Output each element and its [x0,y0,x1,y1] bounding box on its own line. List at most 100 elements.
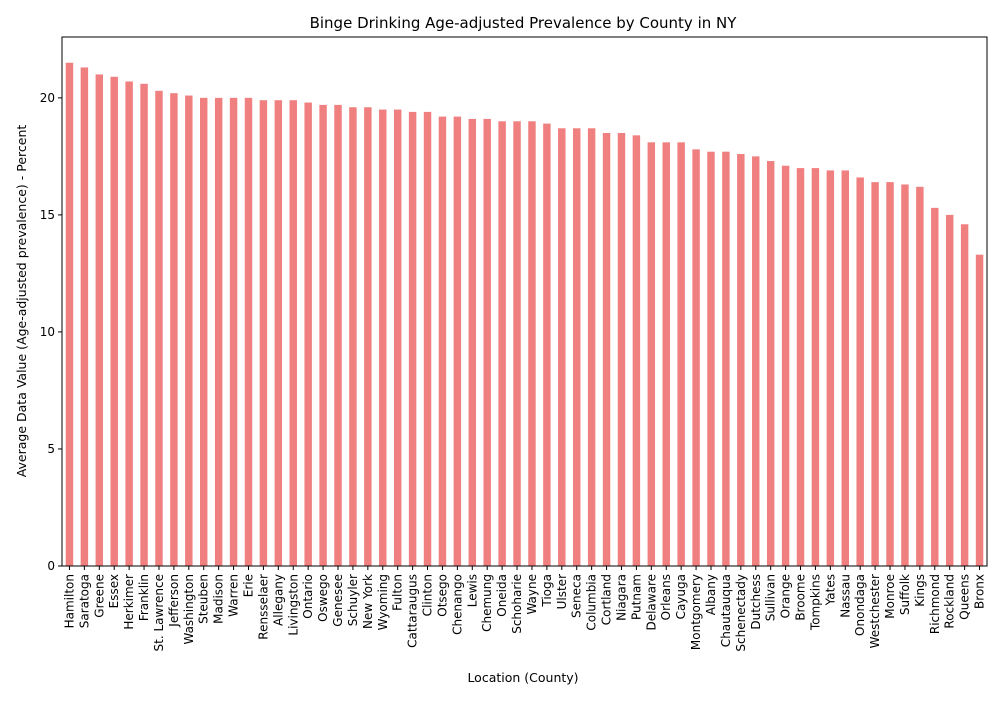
x-tick-label: Queens [958,574,972,620]
x-tick-label: Ontario [301,574,315,619]
bar-kings [916,186,924,567]
bar-st-lawrence [155,90,163,567]
x-tick-label: Ulster [555,574,569,609]
x-tick-label: Erie [241,574,255,597]
x-tick-label: Nassau [838,574,852,618]
bar-queens [960,224,969,566]
bar-schenectady [737,154,745,566]
x-tick-label: Orleans [659,574,673,620]
bar-tompkins [811,168,820,566]
y-axis: 0 5 10 15 20 [40,91,62,573]
x-tick-label: Rockland [943,574,957,629]
bar-suffolk [901,184,909,566]
x-tick-label: Steuben [197,574,211,624]
x-tick-label: Onondaga [853,574,867,636]
x-tick-label: Seneca [570,574,584,618]
x-tick-label: Franklin [137,574,151,621]
bar-broome [796,168,805,566]
bar-orange [781,165,790,566]
x-tick-label: Oswego [316,574,330,622]
bar-putnam [632,135,641,566]
bar-delaware [647,142,656,567]
x-tick-label: Allegany [271,574,285,626]
x-tick-label: Fulton [391,574,405,611]
x-tick-label: Kings [913,574,927,607]
bar-oswego [319,104,327,567]
x-tick-label: Hamilton [62,574,76,628]
x-tick-label: Livingston [286,574,300,636]
bar-onondaga [856,177,864,566]
x-tick-label: Madison [212,574,226,624]
bar-greene [95,74,104,566]
bar-albany [707,151,715,566]
bar-orleans [662,142,670,567]
x-tick-label: Richmond [928,574,942,634]
bar-cayuga [677,142,685,567]
x-tick-label: Broome [794,574,808,621]
x-tick-label: Herkimer [122,574,136,630]
x-tick-label: Orange [779,574,793,618]
x-tick-label: Niagara [614,574,628,621]
bar-hamilton [65,62,74,566]
bar-livingston [289,100,297,567]
bar-sullivan [766,161,775,566]
y-tick-label: 10 [40,325,55,339]
x-tick-label: Westchester [868,574,882,648]
x-tick-label: Cayuga [674,574,688,619]
bar-chenango [453,116,462,566]
x-tick-label: Cortland [600,574,614,625]
y-tick-label: 5 [47,442,55,456]
bar-lewis [468,118,477,567]
bar-chautauqua [722,151,730,566]
x-tick-label: Greene [92,574,106,618]
bar-wyoming [379,109,387,566]
bar-tioga [543,123,551,566]
bar-jefferson [170,93,178,566]
bar-essex [110,76,118,566]
x-tick-label: Otsego [435,574,449,617]
bar-otsego [438,116,447,566]
bar-franklin [140,83,148,567]
y-axis-label: Average Data Value (Age-adjusted prevale… [14,125,29,478]
bar-fulton [393,109,402,566]
bar-new-york [364,107,372,566]
bar-schoharie [513,121,521,566]
plot-frame [61,36,988,567]
x-tick-label: Chemung [480,574,494,632]
bar-richmond [931,207,939,566]
bar-westchester [871,182,879,566]
x-tick-label: New York [361,574,375,629]
bar-montgomery [692,149,700,566]
bar-niagara [617,132,626,566]
x-tick-label: Monroe [883,574,897,619]
bar-nassau [841,170,849,566]
x-tick-label: Schenectady [734,574,748,652]
bar-seneca [572,128,581,567]
bar-rensselaer [259,100,268,567]
x-tick-label: Chenango [450,574,464,635]
bar-erie [244,97,253,567]
bar-monroe [886,182,894,566]
bar-chemung [483,118,491,567]
bar-saratoga [80,67,89,567]
x-tick-label: Suffolk [898,574,912,615]
x-tick-label: Saratoga [77,574,91,628]
bar-oneida [498,121,506,566]
bar-dutchess [752,156,760,566]
x-tick-label: Jefferson [167,574,181,628]
bar-clinton [423,111,432,567]
x-tick-label: Delaware [644,574,658,631]
bar-warren [229,97,238,567]
x-tick-label: Genesee [331,574,345,627]
chart-title: Binge Drinking Age-adjusted Prevalence b… [310,14,738,32]
x-tick-label: Schoharie [510,574,524,634]
bar-genesee [334,104,342,567]
bar-bronx [975,254,984,566]
bar-allegany [274,100,283,567]
bar-madison [214,97,223,567]
bar-ulster [558,128,566,567]
x-tick-label: St. Lawrence [152,574,166,651]
bar-columbia [587,128,596,567]
x-tick-label: Oneida [495,574,509,617]
y-tick-label: 20 [40,91,55,105]
